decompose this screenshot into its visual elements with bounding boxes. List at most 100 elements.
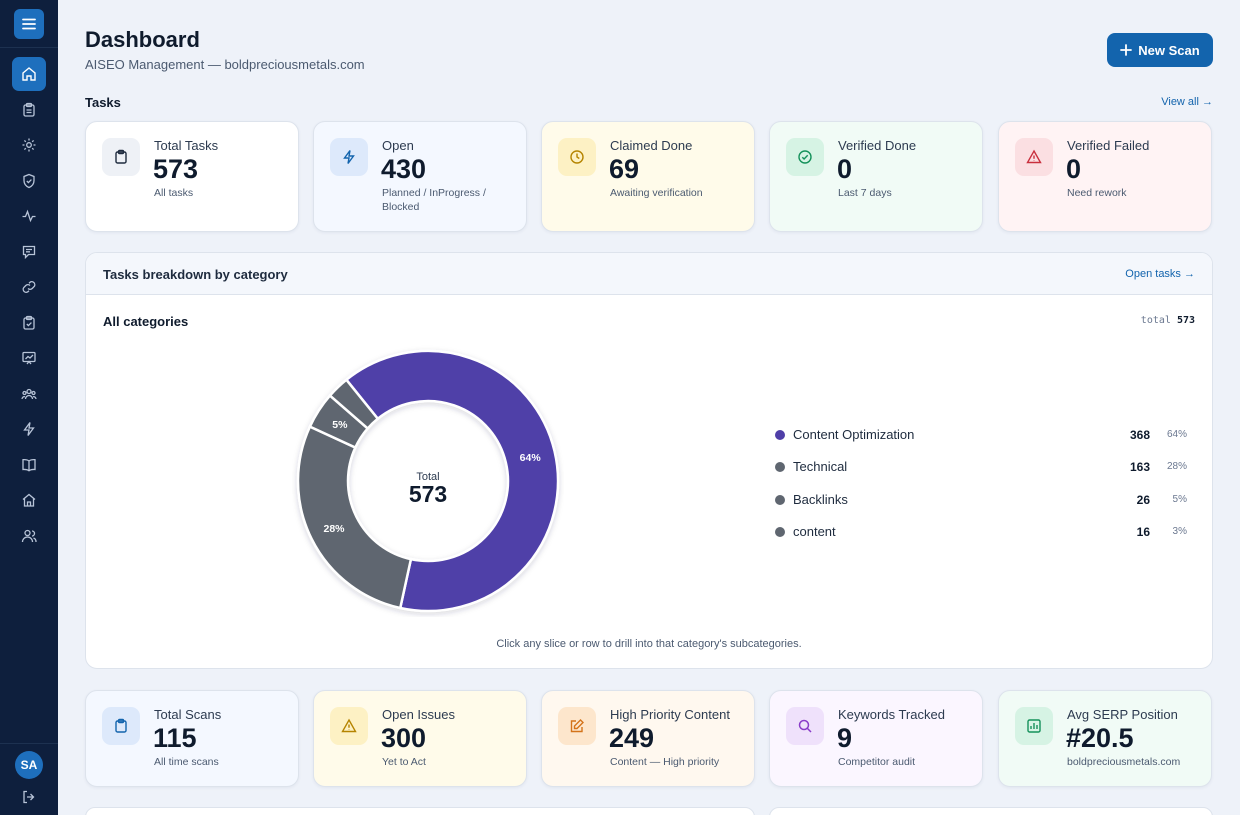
warning-icon <box>341 718 357 733</box>
stat-sublabel: Planned / InProgress / Blocked <box>382 187 486 213</box>
open-tasks-link[interactable]: Open tasks → <box>1125 268 1195 280</box>
legend-label: Content Optimization <box>793 427 915 442</box>
bar-chart-icon <box>1027 719 1041 733</box>
sidebar-item-team[interactable] <box>12 377 46 411</box>
logout-icon[interactable] <box>21 789 37 805</box>
sidebar-item-reports[interactable] <box>12 341 46 375</box>
stat-card-open[interactable]: Open 430 Planned / InProgress / Blocked <box>313 121 527 232</box>
category-legend: Content Optimization 368 64% Technical 163 28… <box>775 423 1187 552</box>
stat-sublabel: Content — High priority <box>610 756 720 768</box>
stat-card-avg-serp-position[interactable]: Avg SERP Position #20.5 boldpreciousmeta… <box>998 690 1212 787</box>
stat-label: High Priority Content <box>610 707 730 722</box>
check-circle-icon <box>798 150 812 164</box>
stat-value: 115 <box>153 723 197 753</box>
stat-icon-box <box>1015 138 1053 176</box>
clipboard-icon <box>115 718 127 733</box>
stat-sublabel: Awaiting verification <box>610 187 703 199</box>
donut-slice-content[interactable] <box>328 378 380 431</box>
legend-swatch <box>775 494 785 505</box>
stat-sublabel: Competitor audit <box>838 756 916 768</box>
stat-sublabel: Need rework <box>1067 187 1127 199</box>
legend-label: Technical <box>793 459 848 475</box>
legend-percent: 5% <box>1172 493 1187 505</box>
sidebar: SA <box>0 0 58 815</box>
sidebar-item-tasks[interactable] <box>12 93 46 127</box>
lightning-icon <box>23 422 35 436</box>
legend-count: 26 <box>1136 492 1150 507</box>
link-icon <box>22 281 36 293</box>
hamburger-icon <box>22 18 36 29</box>
legend-label: Backlinks <box>793 491 848 507</box>
sidebar-item-checklist[interactable] <box>12 306 46 340</box>
legend-row[interactable]: Technical 163 28% <box>775 455 1187 487</box>
sidebar-item-messages[interactable] <box>12 235 46 269</box>
category-scope-label: All categories <box>103 314 189 329</box>
stat-card-high-priority-content[interactable]: High Priority Content 249 Content — High… <box>541 690 755 787</box>
next-panel-left <box>85 807 755 815</box>
avatar[interactable]: SA <box>15 751 43 779</box>
sidebar-item-links[interactable] <box>12 270 46 304</box>
legend-row[interactable]: Content Optimization 368 64% <box>775 423 1187 455</box>
sidebar-item-users[interactable] <box>12 519 46 553</box>
sidebar-item-automation[interactable] <box>12 412 46 446</box>
stat-icon-box <box>330 138 368 176</box>
total-readout-label: total <box>1140 315 1171 326</box>
stat-card-verified-failed[interactable]: Verified Failed 0 Need rework <box>998 121 1212 232</box>
stat-card-verified-done[interactable]: Verified Done 0 Last 7 days <box>769 121 983 232</box>
legend-label: content <box>793 523 836 539</box>
clipboard-check-icon <box>23 315 35 330</box>
stat-label: Total Scans <box>154 707 222 722</box>
stat-card-total-tasks[interactable]: Total Tasks 573 All tasks <box>85 121 299 232</box>
sidebar-item-activity[interactable] <box>12 199 46 233</box>
stat-value: 0 <box>837 154 853 184</box>
sidebar-item-docs[interactable] <box>12 448 46 482</box>
view-all-link[interactable]: View all → <box>1161 96 1213 108</box>
stat-value: 0 <box>1066 154 1082 184</box>
warning-icon <box>1026 149 1042 164</box>
clock-icon <box>570 150 584 164</box>
stat-label: Avg SERP Position <box>1067 707 1178 722</box>
stat-icon-box <box>558 138 596 176</box>
stat-card-keywords-tracked[interactable]: Keywords Tracked 9 Competitor audit <box>769 690 983 787</box>
stat-icon-box <box>558 707 596 745</box>
donut-slice-label: 64% <box>520 452 542 464</box>
sidebar-header <box>0 0 58 48</box>
panel-header: Tasks breakdown by category Open tasks → <box>86 253 1212 295</box>
legend-row[interactable]: Backlinks 26 5% <box>775 488 1187 520</box>
sidebar-item-settings[interactable] <box>12 128 46 162</box>
page-title: Dashboard <box>85 27 200 52</box>
sidebar-footer: SA <box>0 743 58 815</box>
tasks-breakdown-panel: Tasks breakdown by category Open tasks →… <box>85 252 1213 669</box>
total-readout-value: 573 <box>1176 315 1195 326</box>
sidebar-item-security[interactable] <box>12 164 46 198</box>
stat-card-claimed-done[interactable]: Claimed Done 69 Awaiting verification <box>541 121 755 232</box>
legend-count: 16 <box>1136 524 1150 539</box>
stat-card-open-issues[interactable]: Open Issues 300 Yet to Act <box>313 690 527 787</box>
menu-toggle-button[interactable] <box>14 8 44 39</box>
stat-label: Verified Failed <box>1067 138 1150 153</box>
edit-icon <box>570 719 584 733</box>
new-scan-button[interactable]: New Scan <box>1107 33 1213 67</box>
stat-value: 573 <box>153 154 199 184</box>
donut-slice-technical[interactable] <box>296 424 413 610</box>
donut-slice-label: 28% <box>324 523 346 535</box>
sidebar-item-sites[interactable] <box>12 483 46 517</box>
stat-label: Verified Done <box>838 138 917 153</box>
legend-percent: 28% <box>1166 461 1187 473</box>
stat-sublabel: boldpreciousmetals.com <box>1067 756 1181 768</box>
stat-value: 69 <box>609 154 640 184</box>
sidebar-item-home[interactable] <box>12 57 46 91</box>
legend-percent: 64% <box>1166 429 1187 440</box>
presentation-chart-icon <box>22 351 36 365</box>
stat-value: 249 <box>609 723 655 753</box>
stat-value: 430 <box>381 154 427 184</box>
stat-icon-box <box>1015 707 1053 745</box>
stat-icon-box <box>102 707 140 745</box>
clipboard-icon <box>23 102 35 117</box>
legend-row[interactable]: content 16 3% <box>775 520 1187 552</box>
stat-label: Total Tasks <box>154 138 219 153</box>
stat-card-total-scans[interactable]: Total Scans 115 All time scans <box>85 690 299 787</box>
stat-icon-box <box>786 707 824 745</box>
donut-slice-content-optimization[interactable] <box>344 349 560 613</box>
legend-count: 368 <box>1129 428 1150 442</box>
